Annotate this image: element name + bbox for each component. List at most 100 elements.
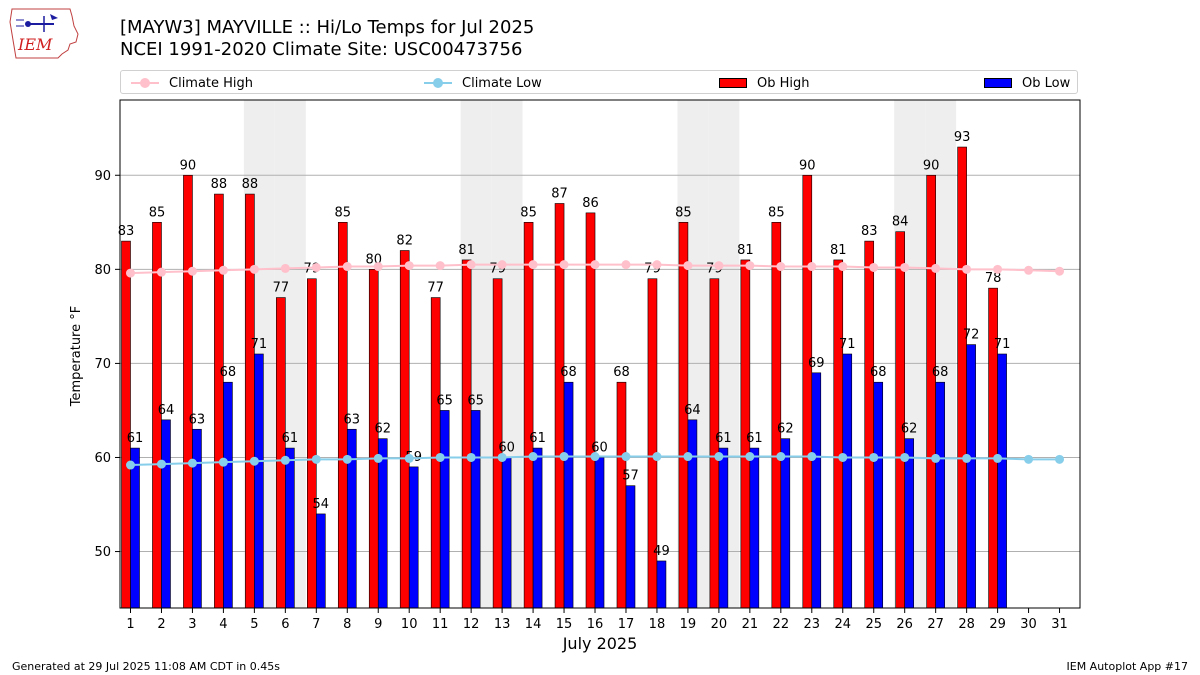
x-tick-label: 4: [219, 617, 227, 632]
climate-low-point: [497, 452, 507, 462]
y-tick-label: 70: [94, 357, 111, 372]
ob-low-label: 68: [560, 365, 577, 380]
climate-low-point: [187, 458, 197, 468]
climate-low-point: [652, 452, 662, 462]
legend: Climate High Climate Low Ob High Ob Low: [120, 70, 1078, 94]
climate-low-point: [466, 452, 476, 462]
ob-high-label: 90: [923, 158, 940, 173]
ob-high-bar: [895, 231, 905, 609]
climate-low-point: [342, 454, 352, 464]
ob-high-label: 85: [520, 205, 537, 220]
climate-low-swatch: [424, 75, 452, 91]
ob-low-label: 71: [839, 337, 856, 352]
ob-low-label: 62: [777, 422, 794, 437]
ob-high-bar: [307, 278, 317, 609]
climate-high-point: [869, 262, 879, 272]
climate-high-point: [126, 268, 135, 278]
climate-high-point: [1055, 266, 1065, 276]
legend-ob-high-label: Ob High: [757, 75, 810, 91]
climate-low-point: [373, 453, 383, 463]
climate-low-point: [1024, 454, 1034, 464]
climate-low-point: [807, 452, 817, 462]
climate-high-point: [931, 263, 941, 273]
ob-high-bar: [245, 193, 255, 609]
ob-low-bar: [594, 457, 605, 609]
ob-low-bar: [873, 381, 884, 609]
ob-high-label: 93: [954, 130, 971, 145]
ob-low-bar: [842, 353, 853, 609]
ob-low-bar: [439, 410, 450, 609]
climate-low-point: [993, 453, 1003, 463]
climate-high-point: [1024, 265, 1034, 275]
ob-high-label: 86: [582, 196, 599, 211]
climate-high-point: [435, 261, 445, 271]
generated-note: Generated at 29 Jul 2025 11:08 AM CDT in…: [12, 660, 280, 673]
ob-low-bar: [904, 438, 914, 609]
ob-low-bar: [625, 485, 636, 609]
x-tick-label: 27: [927, 617, 944, 632]
climate-low-point: [404, 453, 414, 463]
ob-low-bar: [687, 419, 698, 609]
legend-climate-high: Climate High: [131, 74, 253, 92]
ob-high-bar: [399, 250, 410, 609]
climate-high-point: [807, 262, 817, 272]
climate-high-point: [621, 260, 631, 270]
x-tick-label: 9: [374, 617, 382, 632]
x-tick-label: 5: [250, 617, 258, 632]
x-tick-label: 13: [494, 617, 511, 632]
ob-low-label: 61: [127, 431, 144, 446]
climate-high-point: [838, 262, 848, 272]
ob-low-bar: [316, 513, 326, 609]
climate-low-point: [931, 453, 941, 463]
plot-frame: [119, 99, 1081, 609]
ob-high-label: 81: [737, 243, 754, 258]
climate-high-point: [187, 266, 197, 276]
ob-low-label: 57: [622, 469, 639, 484]
chart-title: [MAYW3] MAYVILLE :: Hi/Lo Temps for Jul …: [120, 17, 535, 38]
climate-low-point: [126, 460, 135, 470]
ob-high-label: 88: [242, 177, 259, 192]
x-tick-label: 14: [525, 617, 542, 632]
climate-low-point: [218, 457, 228, 467]
climate-low-point: [249, 456, 259, 466]
ob-low-label: 60: [591, 440, 608, 455]
climate-low-point: [311, 454, 321, 464]
x-tick-label: 20: [711, 617, 728, 632]
climate-high-point: [590, 260, 600, 270]
ob-high-bar: [864, 240, 875, 609]
ob-high-bar: [368, 269, 379, 609]
ob-low-bar: [192, 428, 202, 609]
ob-high-bar: [523, 221, 534, 609]
climate-high-point: [342, 262, 352, 272]
ob-low-bar: [130, 447, 140, 609]
ob-low-label: 54: [313, 497, 330, 512]
ob-high-bar: [461, 259, 472, 609]
ob-low-label: 65: [467, 393, 484, 408]
ob-low-bar: [718, 447, 729, 609]
ob-low-label: 61: [282, 431, 299, 446]
climate-high-point: [249, 264, 259, 274]
ob-low-label: 62: [374, 422, 391, 437]
x-axis-label: July 2025: [562, 634, 638, 653]
x-tick-label: 24: [834, 617, 851, 632]
y-axis-label: Temperature °F: [69, 306, 84, 407]
x-tick-label: 11: [432, 617, 449, 632]
ob-high-label: 82: [396, 234, 413, 249]
ob-high-bar: [802, 174, 813, 609]
ob-low-bar: [470, 410, 481, 609]
climate-high-point: [683, 261, 693, 271]
ob-high-label: 85: [149, 205, 166, 220]
climate-low-point: [900, 452, 910, 462]
climate-high-point: [373, 262, 383, 272]
ob-low-label: 71: [251, 337, 268, 352]
ob-low-bar: [966, 344, 976, 609]
ob-high-bar: [585, 212, 596, 609]
climate-high-point: [466, 260, 476, 270]
x-tick-label: 7: [312, 617, 320, 632]
x-tick-label: 12: [463, 617, 480, 632]
ob-high-label: 81: [458, 243, 475, 258]
ob-low-bar: [161, 419, 171, 609]
ob-high-label: 88: [211, 177, 228, 192]
ob-low-label: 49: [653, 544, 670, 559]
x-tick-label: 15: [556, 617, 573, 632]
